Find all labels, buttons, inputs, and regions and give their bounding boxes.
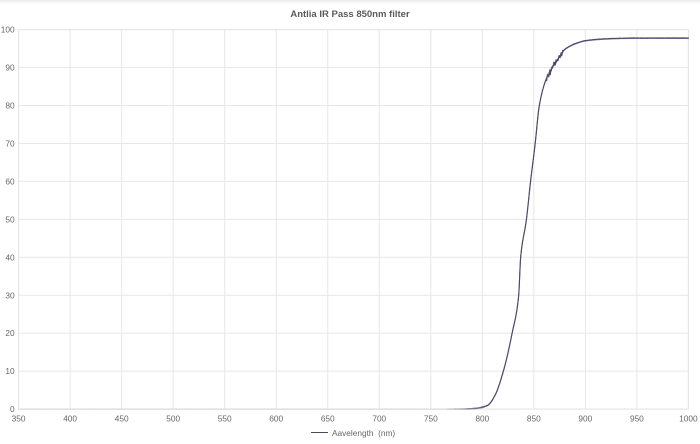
svg-text:20: 20 [5, 328, 15, 338]
svg-text:60: 60 [5, 176, 15, 186]
svg-text:0: 0 [10, 404, 15, 414]
svg-text:800: 800 [475, 414, 489, 424]
svg-text:50: 50 [5, 214, 15, 224]
svg-text:650: 650 [321, 414, 335, 424]
svg-text:90: 90 [5, 63, 15, 73]
svg-text:700: 700 [372, 414, 386, 424]
svg-text:600: 600 [269, 414, 283, 424]
svg-text:550: 550 [218, 414, 232, 424]
svg-text:30: 30 [5, 290, 15, 300]
svg-text:10: 10 [5, 366, 15, 376]
svg-text:900: 900 [578, 414, 592, 424]
svg-text:950: 950 [630, 414, 644, 424]
svg-text:1000: 1000 [679, 414, 698, 424]
svg-text:350: 350 [12, 414, 26, 424]
svg-text:40: 40 [5, 252, 15, 262]
svg-text:850: 850 [527, 414, 541, 424]
svg-text:500: 500 [166, 414, 180, 424]
svg-text:100: 100 [1, 25, 15, 35]
svg-text:80: 80 [5, 101, 15, 111]
svg-text:70: 70 [5, 138, 15, 148]
svg-text:400: 400 [63, 414, 77, 424]
svg-text:450: 450 [115, 414, 129, 424]
svg-text:750: 750 [424, 414, 438, 424]
